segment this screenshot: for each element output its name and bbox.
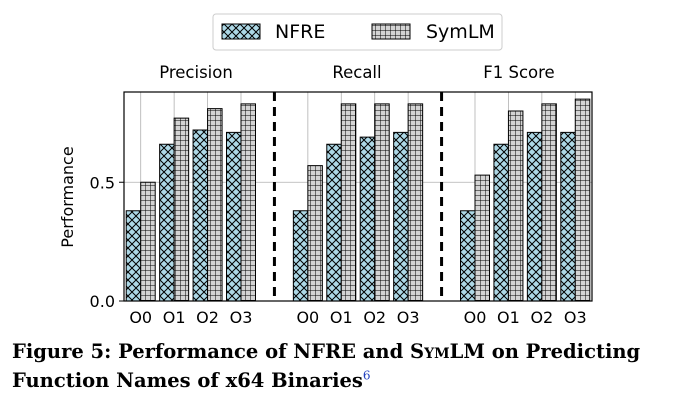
x-tick-label: O0 bbox=[296, 308, 319, 327]
x-tick-label: O1 bbox=[497, 308, 520, 327]
bar-symlm-f1-score-o3 bbox=[574, 98, 591, 302]
x-tick-label: O2 bbox=[363, 308, 386, 327]
legend-label-nfre: NFRE bbox=[275, 21, 325, 43]
bar-symlm-precision-o1 bbox=[173, 117, 190, 302]
bar-nfre-f1-score-o0 bbox=[460, 210, 476, 302]
bar-symlm-recall-o2 bbox=[374, 103, 390, 302]
legend-swatch-symlm bbox=[371, 23, 411, 40]
bar-symlm-f1-score-o2 bbox=[541, 103, 557, 302]
legend-label-symlm: SymLM bbox=[426, 21, 495, 43]
bar-symlm-recall-o1 bbox=[340, 103, 357, 302]
y-tick-label: 0.0 bbox=[90, 292, 115, 311]
bar-nfre-recall-o3 bbox=[393, 131, 409, 302]
bar-nfre-f1-score-o1 bbox=[493, 143, 509, 302]
legend-swatch-nfre bbox=[221, 23, 261, 40]
footnote-mark[interactable]: 6 bbox=[362, 368, 371, 383]
x-tick-label: O0 bbox=[129, 308, 152, 327]
bar-nfre-precision-o1 bbox=[159, 143, 175, 302]
panel-title-f1-score: F1 Score bbox=[483, 63, 554, 82]
bar-nfre-recall-o0 bbox=[292, 210, 309, 302]
bar-symlm-f1-score-o1 bbox=[507, 110, 524, 302]
bar-chart: NFRE SymLM Precision Recall F1 Score Per… bbox=[58, 13, 593, 327]
bar-nfre-precision-o3 bbox=[226, 131, 242, 302]
panel-title-precision: Precision bbox=[159, 63, 233, 82]
bar-symlm-f1-score-o0 bbox=[474, 174, 490, 302]
y-tick-label: 0.5 bbox=[90, 173, 115, 192]
panel-title-recall: Recall bbox=[332, 63, 381, 82]
x-tick-label: O3 bbox=[564, 308, 587, 327]
x-tick-label: O1 bbox=[330, 308, 353, 327]
caption-line2: Function Names of x64 Binaries bbox=[12, 369, 363, 392]
bar-symlm-recall-o0 bbox=[307, 165, 323, 302]
caption-line1-suffix: on Predicting bbox=[484, 340, 641, 363]
bar-symlm-recall-o3 bbox=[407, 103, 424, 302]
bar-symlm-precision-o0 bbox=[140, 181, 156, 302]
legend-frame bbox=[212, 13, 503, 51]
x-tick-label: O3 bbox=[397, 308, 420, 327]
bar-symlm-precision-o2 bbox=[207, 108, 223, 302]
plot-area: O0 O1 O2 O3 O0 O1 O2 O3 O0 O1 O2 O3 0.0 0.5 bbox=[90, 91, 593, 327]
x-tick-label: O2 bbox=[530, 308, 553, 327]
x-tick-label: O0 bbox=[464, 308, 487, 327]
x-tick-label: O1 bbox=[163, 308, 186, 327]
bar-nfre-f1-score-o2 bbox=[526, 131, 543, 302]
caption-prefix: Figure 5: Performance of NFRE and bbox=[12, 340, 411, 363]
bar-nfre-recall-o2 bbox=[359, 136, 376, 302]
bar-nfre-precision-o2 bbox=[192, 129, 209, 302]
plot-frame bbox=[123, 91, 593, 302]
bar-nfre-recall-o1 bbox=[326, 143, 342, 302]
y-axis-label: Performance bbox=[58, 146, 77, 247]
bar-nfre-f1-score-o3 bbox=[560, 131, 576, 302]
x-tick-label: O3 bbox=[230, 308, 253, 327]
bar-nfre-precision-o0 bbox=[125, 210, 142, 302]
bar-symlm-precision-o3 bbox=[240, 103, 256, 302]
x-tick-label: O2 bbox=[196, 308, 219, 327]
legend: NFRE SymLM bbox=[212, 13, 503, 51]
caption-symlm-name: SymLM bbox=[410, 340, 485, 363]
figure-caption: Figure 5: Performance of NFRE and SymLM … bbox=[12, 337, 678, 395]
